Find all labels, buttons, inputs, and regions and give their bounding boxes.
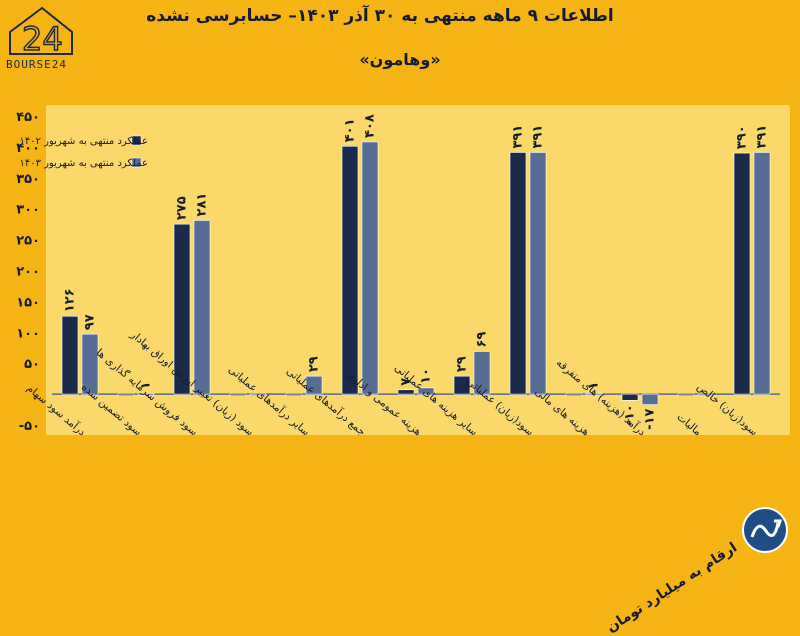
bar-1402 [565,393,583,396]
logo-text: BOURSE24 [6,58,67,71]
bourse24-logo: 24 [2,2,112,76]
bar-1402 [733,152,751,395]
y-tick-label: ۴۰۰ [16,141,40,156]
y-tick-label: ۳۵۰ [16,172,40,187]
bar-data-label: ۴۰۱ [343,118,358,142]
bar-data-label: ۳۹۱ [755,125,770,149]
y-tick-label: ۲۰۰ [16,265,40,280]
bar-1402 [173,223,191,395]
bar-data-label: ۳۹۰ [735,125,750,149]
bar-1403 [193,220,211,395]
bar-data-label: ۲۸۱ [195,193,210,217]
bar-data-label: ۶۹ [475,332,490,348]
plot-area-background [46,105,790,435]
legend-swatch [131,135,142,146]
y-tick-label: ۱۰۰ [16,326,40,341]
y-tick-label: ۲۵۰ [16,234,40,249]
legend-label: عملکرد منتهی به شهریور ۱۴۰۳ [19,158,148,169]
bar-data-label: -۱۷ [643,409,658,430]
bar-data-label: ۷ [399,378,414,386]
bar-chart: ۴۵۰۴۰۰۳۵۰۳۰۰۲۵۰۲۰۰۱۵۰۱۰۰۵۰-۵۰۱۲۶۹۷درآمد … [16,110,780,439]
bar-data-label: ۹۷ [83,314,98,330]
y-tick-label: ۴۵۰ [16,110,40,125]
bar-1403 [697,393,715,396]
y-tick-label: ۵۰ [24,357,40,372]
bar-1403 [753,152,771,395]
bar-1403 [529,152,547,395]
chart-header: 24 BOURSE24 اطلاعات ۹ ماهه منتهی به ۳۰ آ… [0,0,800,100]
bar-1403 [249,393,267,396]
bar-1403 [137,393,155,396]
bar-1402 [621,393,639,401]
brand-badge-icon [742,507,788,553]
bar-data-label: ۳۹۱ [511,125,526,149]
bar-data-label: ۱ [139,382,154,390]
y-tick-label: ۳۰۰ [16,203,40,218]
bar-data-label: ۲۹ [307,356,322,372]
bar-data-label: ۲۹ [455,356,470,372]
bar-1403 [361,141,379,395]
x-category-label: مالیات [674,411,703,438]
bar-1402 [509,152,527,395]
bar-1402 [229,393,247,396]
bar-data-label: ۱ [587,382,602,390]
y-tick-label: -۵۰ [19,419,40,434]
bar-1403 [473,351,491,395]
bar-data-label: ۳۹۱ [531,125,546,149]
chart-subtitle: «وهامون» [359,50,441,69]
bar-1402 [341,145,359,395]
svg-text:24: 24 [22,20,63,58]
bar-1403 [305,375,323,395]
chart-title: اطلاعات ۹ ماهه منتهی به ۳۰ آذر ۱۴۰۳– حسا… [146,6,614,26]
bar-1402 [453,375,471,395]
bar-data-label: ۱۲۶ [63,288,78,312]
bar-1402 [117,393,135,396]
bar-data-label: ۱۰ [419,368,434,384]
bar-data-label: -۱۰ [623,404,638,425]
y-tick-label: ۱۵۰ [16,295,40,310]
bar-1403 [641,393,659,405]
bar-data-label: ۴۰۸ [363,114,378,138]
bar-1403 [585,393,603,396]
bar-1402 [397,389,415,395]
bar-1403 [81,333,99,395]
bar-1402 [677,393,695,396]
legend-label: عملکرد منتهی به شهریور ۱۴۰۲ [19,136,148,147]
x-category-label: سود تضمین شده [79,381,144,438]
bar-1402 [61,315,79,395]
legend-swatch [131,157,142,168]
bar-1403 [417,387,435,395]
bar-data-label: ۲۷۵ [175,196,190,220]
bar-1402 [285,393,303,396]
